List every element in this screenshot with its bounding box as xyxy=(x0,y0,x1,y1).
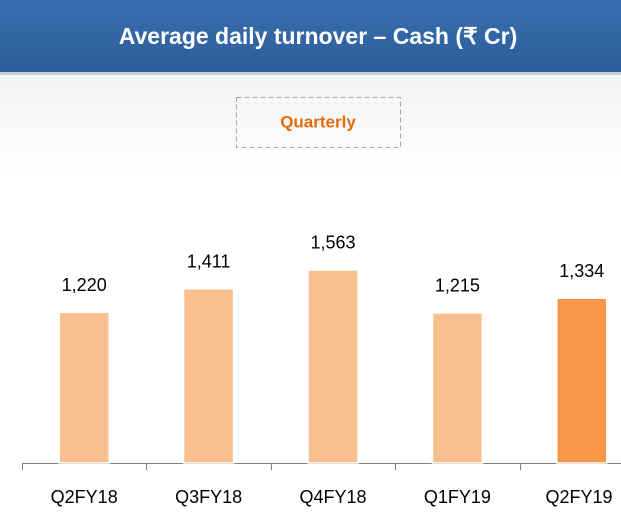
value-label: 1,563 xyxy=(310,233,355,253)
chart-title: Average daily turnover – Cash (₹ Cr) xyxy=(119,23,518,49)
x-tick-label: Q4FY18 xyxy=(299,487,366,507)
title-banner xyxy=(0,0,621,72)
x-tick-label: Q1FY19 xyxy=(424,487,491,507)
bar xyxy=(307,269,359,464)
bar xyxy=(431,312,484,464)
value-label: 1,215 xyxy=(435,276,480,296)
x-tick-label: Q3FY18 xyxy=(175,487,242,507)
annotation-box xyxy=(236,97,401,148)
value-label: 1,220 xyxy=(62,275,107,295)
x-tick-label: Q2FY18 xyxy=(51,487,118,507)
value-label: 1,411 xyxy=(187,251,231,271)
value-label: 1,334 xyxy=(559,261,604,281)
bar xyxy=(182,287,235,464)
annotation: Quarterly xyxy=(280,112,356,131)
x-tick-label: Q2FY19 xyxy=(545,487,612,507)
bar xyxy=(556,297,608,464)
bar xyxy=(58,311,110,464)
banner-shadow xyxy=(0,72,621,75)
